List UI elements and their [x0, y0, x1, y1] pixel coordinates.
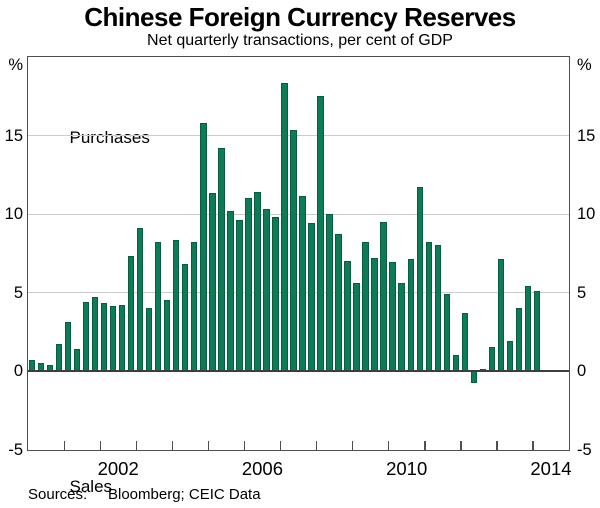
bar-2003Q2 — [146, 308, 153, 371]
bar-2001Q2 — [73, 348, 81, 371]
bar-2010Q1 — [389, 262, 396, 371]
bar-2002Q2 — [109, 306, 117, 371]
year-tick-2005 — [207, 440, 210, 450]
bar-2007Q4 — [308, 223, 315, 371]
year-tick-2006 — [243, 440, 246, 450]
y-axis-label-left-10: 10 — [4, 204, 23, 223]
year-tick-2008 — [316, 440, 318, 450]
year-tick-2011 — [424, 440, 426, 450]
sources-text: Bloomberg; CEIC Data — [108, 486, 261, 503]
bar-2010Q2 — [398, 282, 405, 371]
y-axis-label-right-15: 15 — [577, 126, 596, 145]
bar-2009Q3 — [371, 257, 378, 371]
bar-2010Q3 — [407, 259, 414, 371]
bar-2010Q4 — [416, 186, 423, 371]
x-axis-label-2006: 2006 — [241, 458, 283, 479]
bar-2005Q1 — [209, 193, 216, 371]
bar-2011Q3 — [443, 293, 450, 371]
bar-2004Q4 — [200, 122, 207, 371]
gridline-10 — [27, 213, 569, 215]
bar-2013Q3 — [515, 308, 523, 371]
bar-2009Q4 — [380, 221, 387, 371]
year-tick-2007 — [279, 440, 282, 450]
year-tick-2013 — [496, 440, 498, 450]
bar-2002Q3 — [118, 304, 126, 371]
bar-2013Q1 — [497, 259, 505, 371]
chart-title: Chinese Foreign Currency Reserves — [84, 2, 516, 32]
bar-2001Q1 — [64, 322, 72, 371]
sales-label: Sales — [69, 476, 113, 496]
bar-2008Q3 — [335, 234, 342, 371]
plot-area: Purchases Sales — [26, 55, 570, 496]
bar-2001Q3 — [82, 301, 90, 371]
bar-2011Q1 — [425, 241, 432, 371]
y-axis-label-right-%: % — [577, 55, 592, 74]
bar-2007Q1 — [281, 83, 288, 371]
year-tick-2010 — [388, 440, 390, 450]
bar-2002Q1 — [100, 303, 108, 371]
bar-2012Q1 — [461, 312, 468, 371]
bar-2006Q4 — [272, 216, 279, 371]
bar-2006Q1 — [245, 197, 252, 371]
y-axis-label-left--5: -5 — [8, 440, 23, 459]
chart-subtitle: Net quarterly transactions, per cent of … — [147, 32, 453, 49]
x-axis-label-2014: 2014 — [530, 458, 572, 479]
bar-2005Q3 — [227, 210, 234, 371]
bar-2004Q3 — [191, 241, 198, 371]
bar-2007Q3 — [299, 196, 306, 371]
y-axis-label-left-%: % — [8, 55, 23, 74]
bar-2002Q4 — [127, 256, 135, 371]
bar-2005Q2 — [218, 147, 225, 371]
y-axis-label-right-10: 10 — [577, 204, 596, 223]
y-axis-label-left-0: 0 — [13, 362, 23, 381]
x-axis-label-2002: 2002 — [97, 458, 139, 479]
bar-2003Q1 — [137, 227, 144, 371]
year-tick-2004 — [171, 440, 174, 450]
bar-2006Q2 — [254, 191, 261, 371]
y-axis-label-right--5: -5 — [577, 440, 592, 459]
purchases-label: Purchases — [69, 127, 150, 147]
bar-2014Q1 — [533, 290, 541, 371]
y-axis-label-left-15: 15 — [4, 126, 23, 145]
bar-2012Q4 — [488, 347, 496, 371]
bar-2007Q2 — [290, 130, 297, 371]
year-tick-2012 — [460, 440, 462, 450]
bar-2009Q2 — [362, 241, 369, 371]
y-axis-label-right-5: 5 — [577, 283, 587, 302]
bar-2013Q4 — [524, 286, 532, 371]
bar-2006Q3 — [263, 208, 270, 371]
gridline-5 — [27, 292, 569, 294]
year-tick-2001 — [63, 440, 65, 450]
year-tick-2002 — [99, 440, 101, 450]
bar-2008Q1 — [317, 95, 324, 371]
bar-2013Q2 — [506, 341, 514, 371]
bar-2003Q4 — [164, 300, 171, 371]
bar-2000Q4 — [55, 344, 63, 371]
zero-line — [27, 369, 569, 373]
year-tick-2003 — [135, 440, 137, 450]
sources-label: Sources: — [28, 486, 88, 503]
bar-2005Q4 — [236, 219, 243, 371]
bar-2003Q3 — [155, 241, 162, 371]
bar-2008Q4 — [344, 260, 351, 371]
y-axis-label-left-5: 5 — [13, 283, 23, 302]
bar-2009Q1 — [353, 282, 360, 371]
bar-2001Q4 — [91, 297, 99, 371]
bar-2012Q2 — [470, 370, 478, 384]
year-tick-2014 — [532, 440, 534, 450]
y-axis-label-right-0: 0 — [577, 362, 587, 381]
bar-2011Q4 — [452, 355, 459, 371]
year-tick-2009 — [352, 440, 354, 450]
gridline-15 — [27, 135, 569, 137]
bar-2004Q1 — [173, 240, 180, 371]
bar-2004Q2 — [182, 264, 189, 371]
bar-2008Q2 — [326, 213, 333, 371]
bar-2011Q2 — [434, 245, 441, 371]
x-axis-label-2010: 2010 — [386, 458, 428, 479]
